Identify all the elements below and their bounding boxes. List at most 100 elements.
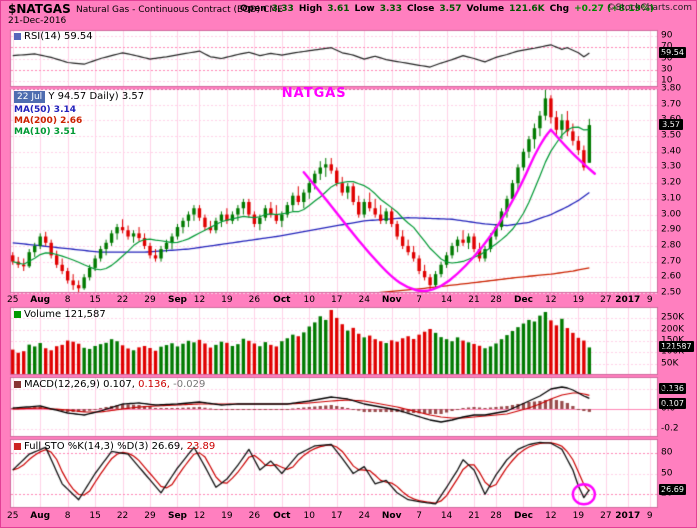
x-axis-label: 10 xyxy=(303,295,316,305)
volume-last-box: 121587 xyxy=(659,341,694,353)
y-axis-label: 3.40 xyxy=(661,146,682,157)
quote-label: Open xyxy=(240,4,267,14)
quote-label: Close xyxy=(406,4,435,14)
y-axis-label: 150K xyxy=(661,335,685,346)
rsi-value: 59.54 xyxy=(63,31,93,42)
x-axis-label: 19 xyxy=(572,295,585,305)
x-axis-label: Nov xyxy=(381,295,402,305)
y-axis-label: 3.70 xyxy=(661,99,682,110)
x-axis-label: 21 xyxy=(468,511,480,521)
volume-panel-title: Volume 121,587 xyxy=(14,309,106,320)
main-legend: 22 Jul Y 94.57 Daily) 3.57 xyxy=(14,91,144,103)
x-axis-label: 12 xyxy=(545,511,557,521)
x-axis-label: 29 xyxy=(144,511,156,521)
x-axis-label: 15 xyxy=(89,511,101,521)
rsi-panel-title: RSI(14) 59.54 xyxy=(14,31,93,42)
ma10-legend: MA(10) 3.51 xyxy=(14,127,77,137)
macd-line-value: 0.107, xyxy=(103,379,135,390)
legend-date-chip: 22 Jul xyxy=(14,91,46,103)
x-axis-label: 27 xyxy=(600,295,612,305)
y-axis-label: 2.90 xyxy=(661,224,682,235)
x-axis-label: 28 xyxy=(490,295,502,305)
x-axis-label: 7 xyxy=(416,295,422,305)
y-axis-label: 80 xyxy=(661,447,673,458)
x-axis-label: Oct xyxy=(273,295,291,305)
quote-label: Low xyxy=(354,4,375,14)
volume-icon xyxy=(14,310,21,318)
x-axis-label: 19 xyxy=(221,295,233,305)
ma50-legend: MA(50) 3.14 xyxy=(14,105,77,115)
copyright-link[interactable]: ©StockCharts.com xyxy=(606,3,692,13)
x-axis-label: 19 xyxy=(221,511,233,521)
x-axis-label: 9 xyxy=(646,295,653,305)
y-axis-label: 250K xyxy=(661,312,685,323)
x-axis-label: 2017 xyxy=(615,511,641,521)
y-axis-label: 3.10 xyxy=(661,193,682,204)
x-axis-label: Dec xyxy=(513,295,533,305)
y-axis-label: 50K xyxy=(661,358,679,369)
y-axis-label: 0.2 xyxy=(661,383,676,394)
symbol-title: $NATGAS xyxy=(8,2,71,16)
y-axis-label: 0.0 xyxy=(661,403,676,414)
x-axis-label: 8 xyxy=(64,295,71,305)
quote-value: 3.33 xyxy=(379,4,402,14)
ma200-legend: MA(200) 2.66 xyxy=(14,116,83,126)
volume-name: Volume xyxy=(24,309,62,320)
x-axis-label: 17 xyxy=(331,511,343,521)
stoch-icon xyxy=(14,442,21,450)
quote-value: +0.27 (+8.19%) xyxy=(574,4,654,14)
quote-bar: Open 3.33 High 3.61 Low 3.33 Close 3.57 Volume 12… xyxy=(235,4,654,14)
y-axis-label: 3.00 xyxy=(661,209,682,220)
chart-annotation-text: NATGAS xyxy=(281,85,347,101)
legend-text: Y 94.57 Daily) 3.57 xyxy=(48,91,145,102)
y-axis-label: 3.30 xyxy=(661,161,682,172)
volume-value: 121,587 xyxy=(64,309,106,320)
x-axis-label: Sep xyxy=(167,511,187,521)
x-axis-label: Nov xyxy=(381,511,402,521)
y-axis-label: 100K xyxy=(661,346,685,357)
y-axis-label: 70 xyxy=(661,41,673,52)
x-axis-label: 22 xyxy=(116,511,129,521)
x-axis-label: Sep xyxy=(167,295,187,305)
y-axis-label: 2.70 xyxy=(661,256,682,267)
stoch-panel-title: Full STO %K(14,3) %D(3) 26.69, 23.89 xyxy=(14,441,215,452)
y-axis-label: 3.50 xyxy=(661,130,682,141)
x-axis-label: Dec xyxy=(513,511,533,521)
x-axis-label: 14 xyxy=(440,295,453,305)
y-axis-label: 2.50 xyxy=(661,287,682,298)
y-axis-label: 20 xyxy=(661,488,673,499)
price-last-box: 3.57 xyxy=(659,119,683,131)
x-axis-label: 15 xyxy=(89,295,101,305)
x-axis-label: 10 xyxy=(303,511,316,521)
x-axis-label: 25 xyxy=(7,295,19,305)
x-axis-label: 8 xyxy=(64,511,71,521)
quote-value: 121.6K xyxy=(509,4,545,14)
quote-value: 3.57 xyxy=(439,4,462,14)
macd-signal-value: 0.136, xyxy=(138,379,170,390)
x-axis-label: 26 xyxy=(248,511,261,521)
y-axis-label: 30 xyxy=(661,64,673,75)
macd-icon xyxy=(14,380,21,388)
x-axis-label: Aug xyxy=(30,511,51,521)
macd-signal-box: 0.136 xyxy=(659,383,686,395)
symbol-description: Natural Gas - Continuous Contract (EOD) … xyxy=(76,5,283,15)
y-axis-label: 10 xyxy=(661,75,673,86)
y-axis-label: 3.80 xyxy=(661,83,682,94)
x-axis-label: Aug xyxy=(30,295,51,305)
y-axis-label: 50 xyxy=(661,468,673,478)
quote-label: Chg xyxy=(549,4,570,14)
x-axis-label: 7 xyxy=(416,511,422,521)
quote-label: High xyxy=(298,4,323,14)
x-axis-label: 2017 xyxy=(615,295,641,305)
x-axis-label: 29 xyxy=(144,295,156,305)
x-axis-label: 22 xyxy=(116,295,129,305)
y-axis-label: -0.2 xyxy=(661,423,679,434)
rsi-last-box: 59.54 xyxy=(659,47,686,59)
y-axis-label: 2.80 xyxy=(661,240,682,251)
rsi-icon xyxy=(14,32,21,40)
x-axis-label: 12 xyxy=(545,295,557,305)
x-axis-label: 24 xyxy=(358,511,370,521)
x-axis-label: 19 xyxy=(572,511,585,521)
